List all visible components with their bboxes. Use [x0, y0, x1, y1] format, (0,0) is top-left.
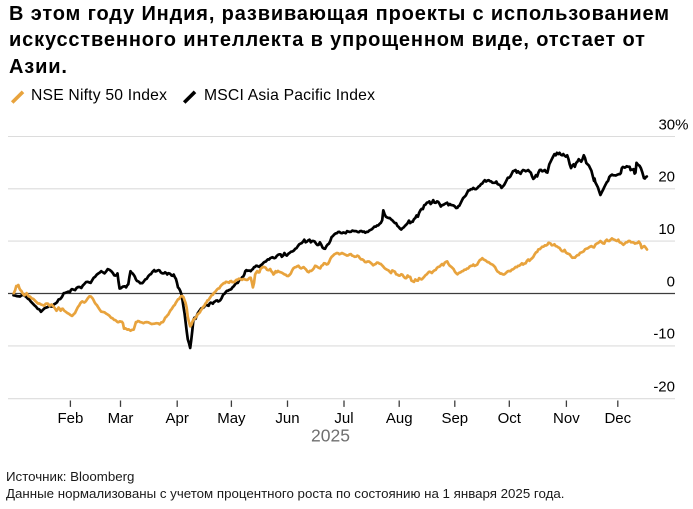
svg-text:2025: 2025: [311, 426, 350, 446]
svg-text:Jul: Jul: [334, 410, 353, 427]
svg-text:May: May: [217, 410, 246, 427]
svg-text:Mar: Mar: [108, 410, 134, 427]
svg-text:Apr: Apr: [166, 410, 189, 427]
svg-text:30%: 30%: [658, 116, 688, 133]
svg-text:Feb: Feb: [57, 410, 83, 427]
svg-text:Aug: Aug: [386, 410, 413, 427]
svg-text:Oct: Oct: [498, 410, 522, 427]
svg-text:Nov: Nov: [553, 410, 580, 427]
svg-text:20: 20: [658, 169, 675, 186]
svg-text:-10: -10: [653, 326, 675, 343]
svg-text:0: 0: [667, 273, 675, 290]
svg-text:Jun: Jun: [275, 410, 299, 427]
svg-text:Dec: Dec: [604, 410, 631, 427]
svg-text:-20: -20: [653, 379, 675, 396]
svg-text:10: 10: [658, 221, 675, 238]
svg-text:Sep: Sep: [441, 410, 468, 427]
